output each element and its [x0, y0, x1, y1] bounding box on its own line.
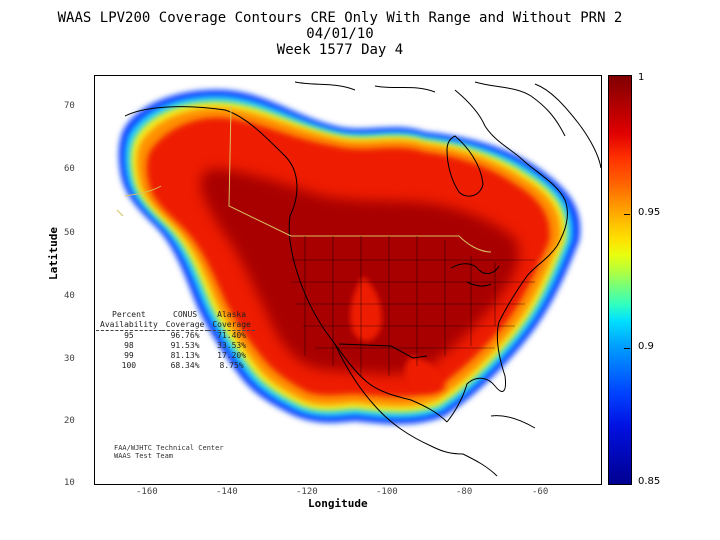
xtick-minus140: -140	[216, 487, 238, 497]
alaska-peninsula	[116, 185, 162, 217]
table-header-cell: Coverage	[161, 320, 209, 331]
colorbar	[608, 75, 632, 485]
credit-text: FAA/WJHTC Technical Center WAAS Test Tea…	[114, 444, 224, 460]
ytick-20: 20	[64, 416, 75, 426]
chart-title: WAAS LPV200 Coverage Contours CRE Only W…	[0, 10, 680, 58]
coverage-map-svg	[116, 81, 601, 477]
ytick-70: 70	[64, 101, 75, 111]
title-line-1: WAAS LPV200 Coverage Contours CRE Only W…	[57, 10, 623, 26]
alaska-border	[228, 105, 292, 237]
ytick-40: 40	[64, 291, 75, 301]
coverage-table: Percent CONUS Alaska Availability Covera…	[96, 310, 255, 371]
colorbar-mark-09	[624, 348, 630, 349]
colorbar-mark-095	[624, 214, 630, 215]
coverage-map	[94, 75, 602, 485]
table-cell: 81.13%	[170, 351, 200, 360]
xtick-minus120: -120	[296, 487, 318, 497]
cuba	[490, 415, 536, 429]
coastline-west	[124, 106, 448, 423]
table-row: 99 81.13% 17.20%	[96, 351, 255, 361]
mexico-border	[338, 343, 428, 359]
contour-redpocket-south	[405, 356, 445, 394]
xtick-minus80: -80	[456, 487, 473, 497]
coastline-northeast	[454, 89, 568, 247]
ytick-60: 60	[64, 164, 75, 174]
coastline-gulf	[446, 245, 558, 423]
table-header-row-1: Percent CONUS Alaska	[96, 310, 255, 320]
table-row: 100 68.34% 8.75%	[96, 361, 255, 371]
ytick-10: 10	[64, 478, 75, 488]
table-cell: 100	[121, 361, 137, 370]
ytick-50: 50	[64, 228, 75, 238]
table-header-cell: Percent	[112, 310, 146, 319]
arctic-islands	[294, 81, 566, 137]
greenland	[534, 83, 601, 169]
credit-line-1: FAA/WJHTC Technical Center	[114, 444, 224, 452]
table-cell: 68.34%	[170, 361, 200, 370]
state-boundaries	[291, 236, 535, 376]
colorbar-tick-09: 0.9	[638, 341, 654, 352]
table-cell: 17.20%	[217, 351, 247, 360]
table-cell: 96.76%	[170, 331, 200, 340]
table-cell: 91.53%	[170, 341, 200, 350]
table-cell: 98	[124, 341, 134, 350]
colorbar-tick-085: 0.85	[638, 476, 661, 487]
central-america	[462, 453, 498, 477]
xtick-minus60: -60	[532, 487, 549, 497]
table-cell: 33.53%	[217, 341, 247, 350]
xtick-minus160: -160	[136, 487, 158, 497]
table-header-cell: Availability	[96, 320, 162, 331]
table-header-cell: CONUS	[173, 310, 198, 319]
table-cell: 95	[124, 331, 134, 340]
table-header-cell: Coverage	[208, 320, 255, 331]
ytick-30: 30	[64, 354, 75, 364]
great-lakes	[450, 263, 500, 287]
credit-line-2: WAAS Test Team	[114, 452, 174, 460]
colorbar-tick-1: 1	[638, 72, 645, 83]
colorbar-tick-095: 0.95	[638, 207, 661, 218]
table-cell: 99	[124, 351, 134, 360]
table-cell: 8.75%	[219, 361, 244, 370]
table-row: 95 96.76% 71.40%	[96, 331, 255, 342]
table-header-cell: Alaska	[217, 310, 247, 319]
coverage-contours	[118, 89, 581, 425]
table-header-row-2: Availability Coverage Coverage	[96, 320, 255, 331]
table-cell: 71.40%	[217, 331, 247, 340]
hudson-bay	[446, 135, 484, 197]
contour-redpocket-west	[350, 276, 382, 342]
title-line-2: 04/01/10	[306, 26, 374, 42]
y-axis-label: Latitude	[47, 227, 60, 280]
table-row: 98 91.53% 33.53%	[96, 341, 255, 351]
xtick-minus100: -100	[376, 487, 398, 497]
contour-darkred	[200, 168, 520, 375]
mexico-outline	[334, 343, 464, 455]
country-outlines	[116, 81, 601, 477]
title-line-3: Week 1577 Day 4	[276, 42, 404, 58]
canada-us-border	[291, 235, 492, 253]
x-axis-label: Longitude	[308, 497, 368, 510]
